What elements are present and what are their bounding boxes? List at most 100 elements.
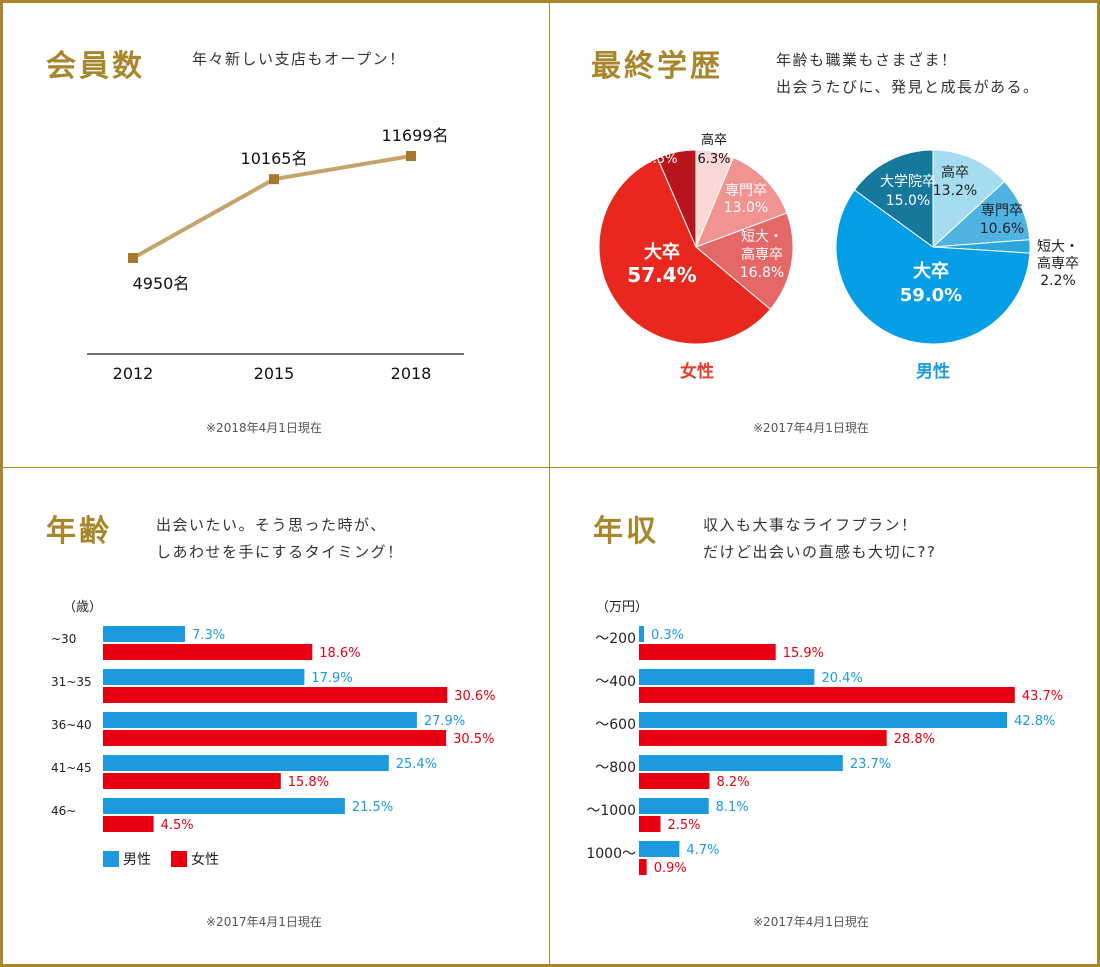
bar-category-label: 1000～ bbox=[586, 846, 636, 862]
education-note: ※2017年4月1日現在 bbox=[753, 421, 869, 435]
bar-female bbox=[103, 773, 281, 789]
age-subtitle: 出会いたい。そう思った時が、 しあわせを手にするタイミング！ bbox=[156, 512, 404, 566]
members-data-label: 4950名 bbox=[133, 274, 190, 293]
bar-male bbox=[639, 626, 644, 642]
vertical-divider bbox=[549, 3, 550, 964]
bar-value-label: 15.8% bbox=[288, 775, 329, 790]
pie-slice-value: 15.0% bbox=[886, 193, 930, 209]
bar-value-label: 28.8% bbox=[894, 732, 935, 747]
bar-category-label: ~30 bbox=[51, 632, 76, 646]
bar-unit-label: （歳） bbox=[63, 600, 102, 615]
age-note: ※2017年4月1日現在 bbox=[206, 915, 322, 929]
bar-value-label: 2.5% bbox=[668, 818, 701, 833]
bar-male bbox=[639, 841, 680, 857]
bar-female bbox=[639, 816, 661, 832]
bar-value-label: 0.9% bbox=[654, 861, 687, 876]
pie-slice-value: 6.5% bbox=[644, 152, 677, 167]
bar-value-label: 20.4% bbox=[821, 671, 862, 686]
female-pie-title: 女性 bbox=[680, 361, 714, 382]
legend-male-swatch bbox=[103, 851, 119, 867]
bar-female bbox=[103, 687, 448, 703]
legend-female-label: 女性 bbox=[191, 851, 219, 868]
pie-slice-value: 57.4% bbox=[627, 263, 696, 287]
bar-category-label: 31~35 bbox=[51, 675, 92, 689]
members-line-chart: 4950名 2012 10165名 2015 11699名 2018 bbox=[87, 126, 464, 383]
education-subtitle-line2: 出会うたびに、発見と成長がある。 bbox=[776, 78, 1040, 96]
age-bar-chart: （歳） ~30 7.3% 18.6% 31~35 17.9% 30.6% 36~40 27.9%… bbox=[51, 600, 496, 868]
bar-value-label: 8.2% bbox=[717, 775, 750, 790]
bar-value-label: 21.5% bbox=[352, 800, 393, 815]
legend-female-swatch bbox=[171, 851, 187, 867]
members-panel: 会員数 年々新しい支店もオープン！ 4950名 2012 10165名 2015 116… bbox=[3, 3, 549, 467]
pie-slice bbox=[932, 149, 1006, 249]
bar-value-label: 7.3% bbox=[192, 628, 225, 643]
pie-slice-label: 短大・ bbox=[741, 229, 783, 245]
pie-slice-value: 59.0% bbox=[900, 285, 962, 306]
bar-male bbox=[103, 712, 417, 728]
pie-slice-label: 短大・ bbox=[1037, 239, 1079, 255]
income-subtitle: 収入も大事なライフプラン！ だけど出会いの直感も大切に?? bbox=[703, 512, 936, 566]
pie-slice-value: 2.2% bbox=[1040, 273, 1076, 289]
members-point bbox=[269, 174, 279, 185]
bar-male bbox=[639, 712, 1008, 728]
bar-unit-label: （万円） bbox=[596, 600, 648, 615]
bar-value-label: 30.5% bbox=[453, 732, 494, 747]
bar-female bbox=[639, 687, 1015, 703]
bar-female bbox=[103, 816, 154, 832]
bar-category-label: ～600 bbox=[595, 717, 636, 733]
bar-value-label: 43.7% bbox=[1022, 689, 1063, 704]
bar-male bbox=[103, 626, 186, 642]
pie-slice-value: 10.6% bbox=[980, 221, 1024, 237]
pie-slice-value: 6.3% bbox=[697, 152, 730, 167]
bar-male bbox=[639, 798, 709, 814]
pie-slice-value: 13.0% bbox=[724, 200, 768, 216]
bar-value-label: 30.6% bbox=[454, 689, 495, 704]
bar-male bbox=[639, 669, 815, 685]
pie-slice bbox=[835, 189, 1031, 345]
bar-male bbox=[639, 755, 843, 771]
bar-value-label: 8.1% bbox=[716, 800, 749, 815]
members-subtitle: 年々新しい支店もオープン！ bbox=[192, 50, 406, 68]
bar-category-label: 41~45 bbox=[51, 761, 92, 775]
income-subtitle-line1: 収入も大事なライフプラン！ bbox=[703, 516, 918, 534]
members-point bbox=[128, 253, 138, 263]
pie-slice-value: 16.8% bbox=[740, 265, 784, 281]
pie-slice-value: 13.2% bbox=[933, 183, 977, 199]
bar-male bbox=[103, 798, 345, 814]
pie-slice bbox=[656, 149, 697, 248]
bar-category-label: ～400 bbox=[595, 674, 636, 690]
pie-slice-label: 大卒 bbox=[913, 260, 949, 282]
bar-value-label: 25.4% bbox=[396, 757, 437, 772]
pie-slice-label: 高卒 bbox=[701, 132, 727, 148]
legend-male-label: 男性 bbox=[123, 852, 151, 868]
horizontal-divider bbox=[3, 467, 1097, 468]
bar-category-label: ～800 bbox=[595, 760, 636, 776]
bar-female bbox=[639, 773, 710, 789]
members-data-label: 11699名 bbox=[382, 126, 449, 145]
pie-slice-label: 高専卒 bbox=[741, 246, 783, 263]
bar-value-label: 42.8% bbox=[1014, 714, 1055, 729]
pie-slice bbox=[598, 157, 772, 345]
education-subtitle-line1: 年齢も職業もさまざま！ bbox=[776, 51, 958, 69]
bar-value-label: 4.5% bbox=[161, 818, 194, 833]
members-title: 会員数 bbox=[46, 49, 145, 84]
bar-category-label: ～200 bbox=[595, 631, 636, 647]
bar-value-label: 23.7% bbox=[850, 757, 891, 772]
bar-female bbox=[639, 859, 647, 875]
bar-male bbox=[103, 755, 389, 771]
pie-slice-label: 専門卒 bbox=[725, 183, 767, 199]
pie-slice bbox=[695, 212, 794, 311]
bar-value-label: 4.7% bbox=[686, 843, 719, 858]
education-panel: 最終学歴 年齢も職業もさまざま！ 出会うたびに、発見と成長がある。 高卒 6.3%… bbox=[550, 3, 1097, 467]
income-subtitle-line2: だけど出会いの直感も大切に?? bbox=[703, 543, 937, 561]
bar-value-label: 0.3% bbox=[651, 628, 684, 643]
education-pie-charts: 高卒6.3%専門卒13.0%短大・高専卒16.8%大卒57.4%大学院卒6.5%… bbox=[598, 132, 1079, 382]
pie-slice-label: 高専卒 bbox=[1037, 255, 1079, 272]
bar-category-label: 46~ bbox=[51, 804, 76, 818]
income-bar-chart: （万円） ～200 0.3% 15.9% ～400 20.4% 43.7% ～600 42.8%… bbox=[586, 600, 1063, 876]
bar-value-label: 17.9% bbox=[311, 671, 352, 686]
bar-male bbox=[103, 669, 305, 685]
bar-female bbox=[639, 644, 776, 660]
age-panel: 年齢 出会いたい。そう思った時が、 しあわせを手にするタイミング！ （歳） ~30… bbox=[3, 468, 549, 964]
